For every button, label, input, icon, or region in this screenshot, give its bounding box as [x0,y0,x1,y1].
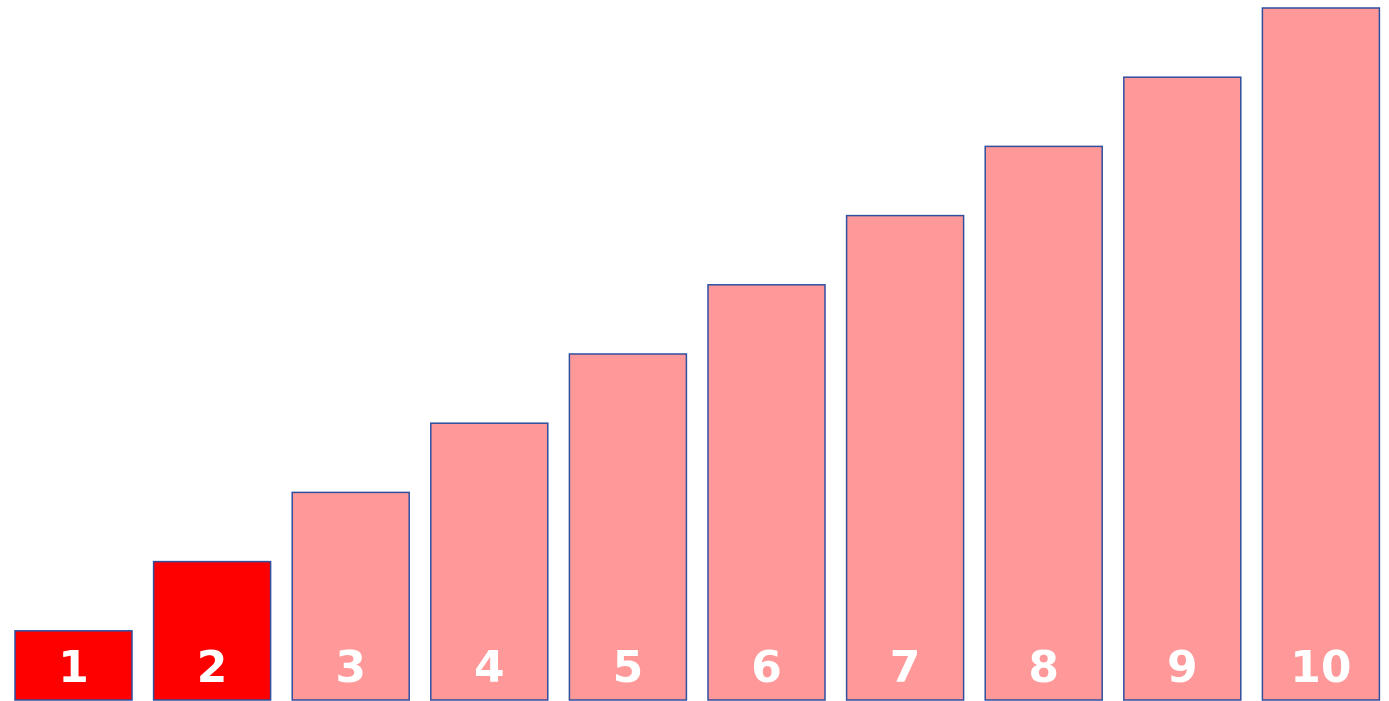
bar-9 [1123,76,1242,701]
bar-label-5: 5 [613,642,644,693]
bars-group [14,7,1381,701]
bar-4 [430,422,549,701]
bar-label-7: 7 [890,642,921,693]
bar-1 [14,630,133,701]
bar-10 [1261,7,1381,701]
labels-group: 1 2 3 4 5 6 7 8 9 10 [58,642,1351,693]
bar-label-2: 2 [197,642,228,693]
bar-label-6: 6 [751,642,782,693]
bar-6 [707,284,826,701]
bar-label-4: 4 [474,642,505,693]
bar-label-10: 10 [1290,642,1351,693]
bar-label-9: 9 [1167,642,1198,693]
bar-5 [568,353,688,701]
bar-label-1: 1 [58,642,89,693]
bar-label-3: 3 [335,642,366,693]
bar-8 [984,145,1103,701]
bar-7 [845,214,965,701]
bar-3 [291,491,410,701]
bar-2 [152,560,272,701]
bar-label-8: 8 [1028,642,1059,693]
